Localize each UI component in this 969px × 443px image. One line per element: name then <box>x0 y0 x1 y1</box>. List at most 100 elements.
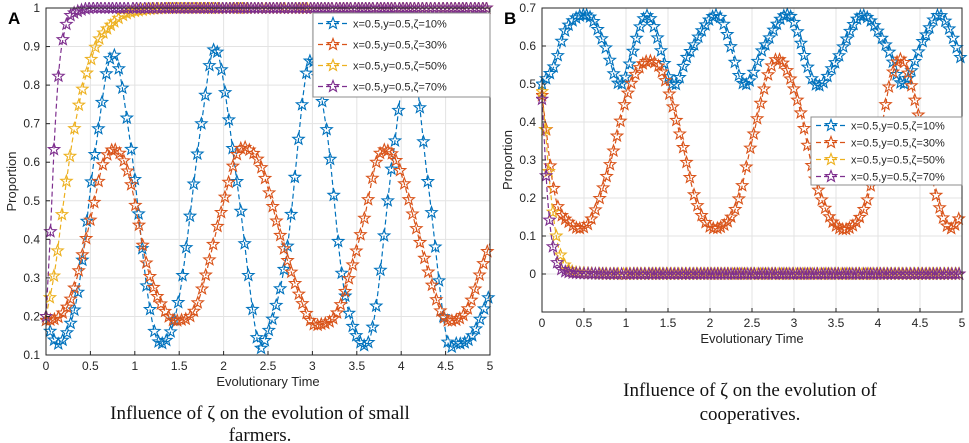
star-marker <box>295 296 310 310</box>
star-marker <box>205 236 221 251</box>
star-marker <box>628 66 643 81</box>
star-marker <box>643 11 658 25</box>
star-marker <box>766 22 781 37</box>
star-marker <box>754 43 770 58</box>
star-marker <box>294 97 310 111</box>
star-marker <box>120 163 135 178</box>
series-line <box>45 146 491 326</box>
star-marker <box>135 237 150 252</box>
star-marker <box>276 261 292 276</box>
star-marker <box>107 47 122 62</box>
star-marker <box>147 323 162 338</box>
star-marker <box>779 62 795 77</box>
star-marker <box>753 95 768 110</box>
star-marker <box>59 16 74 31</box>
y-tick-label: 0.8 <box>23 78 40 92</box>
star-marker <box>391 102 406 117</box>
star-marker <box>250 151 265 166</box>
star-marker <box>900 65 916 80</box>
legend-label: x=0.5,y=0.5,ζ=10% <box>851 121 945 133</box>
star-marker <box>59 299 75 314</box>
star-marker <box>669 112 684 127</box>
x-tick-label: 3 <box>309 359 316 373</box>
star-marker <box>896 54 912 69</box>
star-marker <box>116 153 132 167</box>
star-marker <box>453 336 468 350</box>
star-marker <box>943 220 959 235</box>
star-marker <box>75 247 90 261</box>
star-marker <box>606 143 621 158</box>
star-marker <box>904 78 919 92</box>
star-marker <box>202 252 217 266</box>
star-marker <box>210 218 225 233</box>
x-tick-label: 0.5 <box>82 359 99 373</box>
star-marker <box>428 239 443 254</box>
star-marker <box>46 268 62 283</box>
star-marker <box>78 2 93 15</box>
star-marker <box>214 62 229 76</box>
legend-item: x=0.5,y=0.5,ζ=30% <box>816 134 945 150</box>
star-marker <box>420 173 436 188</box>
star-marker <box>217 85 233 99</box>
star-marker <box>739 159 754 174</box>
x-tick-label: 3 <box>791 316 798 330</box>
x-tick-label: 2.5 <box>744 316 761 330</box>
star-marker <box>326 187 341 202</box>
x-tick-label: 2.5 <box>260 359 277 373</box>
y-tick-label: 0.4 <box>519 115 536 129</box>
star-marker <box>727 201 743 216</box>
legend-star-icon <box>325 15 341 30</box>
panel-b-chart: 0 0.5 1 1.5 2 2.5 3 3.5 4 4.5 5 0 0.1 0.2 0.3 0.4 0.5 0.6… <box>500 1 968 425</box>
star-marker <box>186 303 202 318</box>
star-marker <box>746 64 761 79</box>
star-marker <box>882 44 897 59</box>
star-marker <box>545 204 561 219</box>
star-marker <box>96 25 111 40</box>
star-marker <box>947 217 963 232</box>
star-marker <box>816 74 831 89</box>
star-marker <box>287 275 303 290</box>
star-marker <box>88 39 103 54</box>
star-marker <box>827 55 843 69</box>
star-marker <box>319 121 334 136</box>
star-marker <box>198 267 213 282</box>
x-tick-label: 0 <box>43 359 50 373</box>
star-marker <box>95 157 111 171</box>
star-marker <box>124 141 139 156</box>
star-marker <box>550 199 566 213</box>
star-marker <box>372 145 388 160</box>
star-marker <box>720 26 735 41</box>
x-tick-label: 5 <box>959 316 966 330</box>
star-marker <box>67 302 82 317</box>
star-marker <box>365 319 380 334</box>
series-markers <box>40 2 494 323</box>
star-marker <box>210 44 225 59</box>
star-marker <box>349 328 364 342</box>
star-marker <box>119 110 135 125</box>
x-tick-label: 4 <box>875 316 882 330</box>
star-marker <box>315 93 330 108</box>
star-marker <box>412 234 428 249</box>
star-marker <box>643 53 658 68</box>
star-marker <box>318 315 333 330</box>
star-marker <box>107 14 122 28</box>
star-marker <box>572 220 588 235</box>
star-marker <box>842 23 858 38</box>
star-marker <box>717 217 732 232</box>
star-marker <box>594 31 609 45</box>
star-marker <box>163 324 178 338</box>
star-marker <box>314 316 329 331</box>
star-marker <box>254 160 269 174</box>
legend-item: x=0.5,y=0.5,ζ=10% <box>816 117 945 133</box>
x-tick-label: 4.5 <box>912 316 929 330</box>
star-marker <box>467 281 483 296</box>
star-marker <box>727 54 743 69</box>
star-marker <box>83 212 98 227</box>
star-marker <box>139 255 154 270</box>
legend-star-icon <box>325 78 341 93</box>
star-marker <box>762 30 777 44</box>
star-marker <box>750 53 765 68</box>
star-marker <box>269 297 284 312</box>
star-marker <box>47 311 62 326</box>
